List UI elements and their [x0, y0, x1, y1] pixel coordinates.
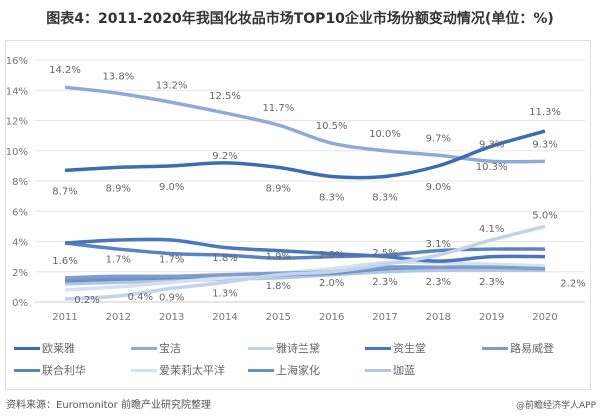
data-label: 10.5% — [316, 121, 348, 132]
data-label: 5.0% — [532, 210, 557, 221]
legend-swatch — [365, 346, 391, 350]
data-label: 1.8% — [266, 281, 291, 292]
legend-item: 宝洁 — [131, 340, 181, 356]
legend-label: 联合利华 — [42, 364, 86, 377]
legend-label: 爱茉莉太平洋 — [159, 364, 225, 377]
series-line — [64, 224, 546, 301]
legend-swatch — [482, 346, 508, 350]
data-label: 9.0% — [159, 182, 184, 193]
data-label: 11.3% — [529, 107, 561, 118]
data-label: 12.5% — [209, 91, 241, 102]
data-label: 10.0% — [369, 129, 401, 140]
x-tick-label: 2017 — [372, 312, 397, 323]
data-label: 2.3% — [372, 277, 397, 288]
legend-item: 珈蓝 — [365, 362, 415, 378]
y-tick-label: 6% — [12, 207, 28, 218]
data-label: 13.2% — [156, 80, 188, 91]
data-label: 1.9% — [266, 251, 291, 262]
source-note: 资料来源：Euromonitor 前瞻产业研究院整理 — [6, 400, 211, 411]
x-tick-label: 2019 — [479, 312, 504, 323]
y-tick-label: 12% — [6, 117, 28, 128]
line-chart: 0% 2% 4% 6% 8% 10% 12% 14% 16% 2011 2012 2013 2014 20… — [6, 56, 586, 323]
legend-item: 雅诗兰黛 — [248, 340, 320, 356]
data-label: 9.2% — [212, 151, 237, 162]
legend-item: 资生堂 — [365, 340, 426, 356]
x-tick-label: 2011 — [52, 312, 77, 323]
data-label: 1.8% — [212, 253, 237, 264]
y-tick-label: 14% — [6, 86, 28, 97]
y-tick-label: 10% — [6, 147, 28, 158]
series-line — [64, 237, 546, 263]
data-label: 9.0% — [426, 182, 451, 193]
data-label: 2.5% — [372, 248, 397, 259]
y-tick-label: 8% — [12, 177, 28, 188]
series-line — [64, 129, 546, 180]
chart-frame — [5, 40, 591, 390]
chart-title: 图表4：2011-2020年我国化妆品市场TOP10企业市场份额变动情况(单位：… — [46, 11, 554, 27]
legend-label: 宝洁 — [159, 342, 181, 355]
legend-item: 爱茉莉太平洋 — [131, 362, 225, 378]
legend-item: 路易威登 — [482, 340, 554, 356]
x-tick-label: 2012 — [106, 312, 131, 323]
legend-label: 上海家化 — [276, 364, 320, 377]
data-label: 8.7% — [52, 186, 77, 197]
data-label: 3.1% — [426, 239, 451, 250]
legend-item: 联合利华 — [14, 362, 86, 378]
legend-item: 欧莱雅 — [14, 340, 75, 356]
data-label: 11.7% — [262, 103, 294, 114]
data-label: 1.3% — [212, 288, 237, 299]
legend-label: 资生堂 — [393, 342, 426, 355]
data-label: 8.9% — [266, 183, 291, 194]
legend-swatch — [14, 346, 40, 350]
legend-swatch — [248, 346, 274, 350]
legend-swatch — [131, 346, 157, 350]
data-label: 0.2% — [74, 295, 99, 306]
x-tick-label: 2018 — [426, 312, 451, 323]
data-label: 0.4% — [128, 292, 153, 303]
x-tick-label: 2015 — [266, 312, 291, 323]
data-label: 0.9% — [159, 292, 184, 303]
legend-label: 路易威登 — [510, 342, 554, 355]
data-label: 14.2% — [49, 65, 81, 76]
series-line — [64, 268, 545, 286]
x-tick-label: 2014 — [212, 312, 237, 323]
data-label: 2.3% — [479, 277, 504, 288]
legend-swatch — [131, 368, 157, 372]
legend-item: 上海家化 — [248, 362, 320, 378]
data-label: 2.0% — [319, 278, 344, 289]
y-tick-label: 4% — [12, 238, 28, 249]
legend-label: 珈蓝 — [393, 364, 415, 377]
data-label: 8.3% — [319, 192, 344, 203]
credit-watermark: @前瞻经济学人APP — [515, 401, 596, 411]
data-label: 1.7% — [159, 254, 184, 265]
legend-swatch — [14, 368, 40, 372]
x-tick-label: 2020 — [532, 312, 557, 323]
y-tick-label: 0% — [12, 298, 28, 309]
y-tick-label: 16% — [6, 56, 28, 67]
data-label: 13.8% — [102, 71, 134, 82]
legend-label: 雅诗兰黛 — [276, 342, 320, 355]
data-label: 9.7% — [426, 133, 451, 144]
data-label: 8.9% — [106, 183, 131, 194]
data-label: 8.3% — [372, 192, 397, 203]
y-tick-label: 2% — [12, 268, 28, 279]
data-label: 9.3% — [479, 139, 504, 150]
legend-swatch — [248, 368, 274, 372]
data-label: 2.2% — [560, 279, 585, 290]
x-tick-label: 2013 — [159, 312, 184, 323]
data-label: 2.0% — [319, 250, 344, 261]
data-label: 9.3% — [532, 139, 557, 150]
x-tick-label: 2016 — [319, 312, 344, 323]
legend-swatch — [365, 368, 391, 372]
data-label: 1.6% — [52, 256, 77, 267]
data-label: 10.3% — [476, 162, 508, 173]
legend-label: 欧莱雅 — [42, 342, 75, 355]
series-line — [64, 85, 546, 164]
data-label: 1.7% — [106, 254, 131, 265]
data-label: 2.3% — [426, 277, 451, 288]
data-label: 4.1% — [479, 224, 504, 235]
